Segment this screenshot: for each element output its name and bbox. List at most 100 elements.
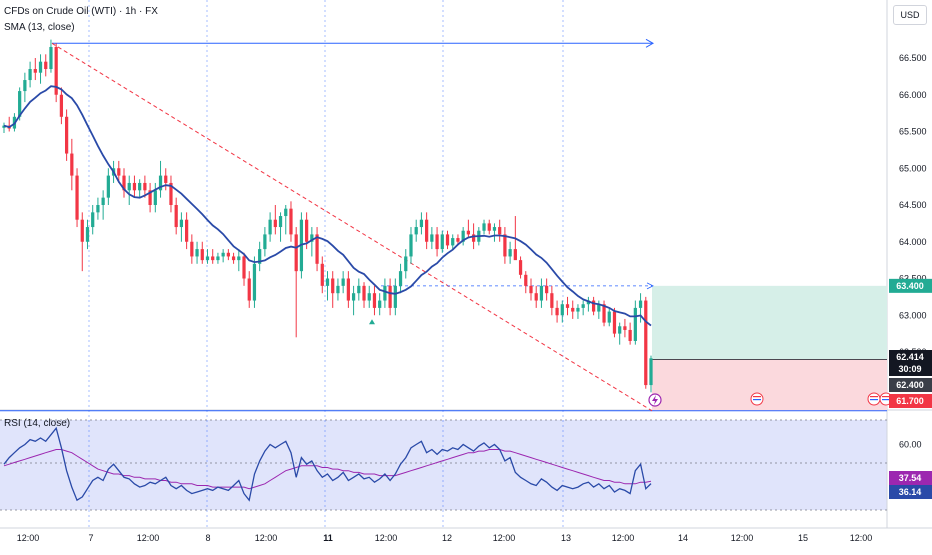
candle-body [143,182,147,191]
candle-body [372,293,377,308]
candle-body [221,252,225,257]
rsi-band [0,420,887,510]
candle-body [242,256,246,279]
candle-body [179,219,184,228]
candle-body [268,219,272,235]
candle-body [305,219,309,242]
candle-body [586,300,591,305]
x-tick-label: 7 [88,533,93,543]
sma-legend[interactable]: SMA (13, close) [4,22,75,33]
y-tick-label: 64.500 [899,200,927,210]
candle-body [466,230,470,235]
candle-body [404,256,408,272]
x-tick-label: 8 [205,533,210,543]
candle-body [153,190,157,205]
candle-body [508,249,512,257]
target-price-label: 63.400 [896,281,924,291]
candle-body [451,238,455,246]
candle-body [383,285,387,301]
candle-body [419,219,424,228]
candle-body [38,61,43,73]
last-price-label: 62.414 [896,352,924,362]
y-tick-label: 65.000 [899,163,927,173]
us-flag-stripe-icon [882,396,890,398]
candle-body [555,307,559,316]
candle-body [435,234,439,250]
candle-body [591,300,596,312]
candle-body [44,61,48,70]
candle-body [237,256,241,261]
candle-body [518,260,523,275]
currency-button[interactable]: USD [893,5,927,25]
candle-body [85,227,90,242]
rsi-y-tick-label: 60.00 [899,440,922,450]
candle-body [106,175,110,198]
candle-body [23,80,27,92]
candle-body [550,293,554,308]
candle-body [278,216,283,228]
x-tick-label: 12:00 [493,533,516,543]
candle-body [357,285,361,294]
candle-body [294,234,298,272]
candle-body [320,263,324,286]
last-price-label-bg [889,350,932,364]
candle-body [122,175,126,191]
candle-body [503,234,507,257]
y-tick-label: 63.000 [899,310,927,320]
trendline [51,42,653,412]
x-tick-label: 12:00 [612,533,635,543]
candle-body [461,230,465,242]
us-flag-stripe-icon [870,396,878,398]
us-flag-stripe-icon [870,399,878,401]
candle-body [310,234,314,242]
candle-body [28,69,32,81]
y-tick-label: 63.500 [899,274,927,284]
candle-body [315,234,319,264]
candle-body [158,175,163,191]
x-tick-label: 12:00 [17,533,40,543]
candle-body [456,238,460,242]
rsi-ma-value-label: 37.54 [899,473,922,483]
candle-body [571,307,575,312]
candle-body [91,212,95,228]
candle-body [80,219,84,242]
candle-body [341,278,345,286]
y-tick-label: 64.000 [899,237,927,247]
candle-body [471,234,476,242]
candle-body [487,223,491,231]
candle-body [132,182,137,191]
candle-body [576,307,580,312]
candle-body [565,304,570,308]
candle-body [545,285,549,294]
candle-body [633,307,637,341]
candle-body [492,227,497,231]
candle-body [138,182,142,191]
candle-body [430,234,434,242]
candle-body [190,241,194,257]
x-tick-label: 12:00 [137,533,160,543]
candle-body [597,304,601,312]
candle-body [211,256,215,261]
x-tick-label: 12:00 [255,533,278,543]
rsi-legend[interactable]: RSI (14, close) [4,418,71,429]
symbol-title[interactable]: CFDs on Crude Oil (WTI) · 1h · FX [4,6,158,17]
candle-body [148,190,152,205]
candle-body [2,125,6,128]
candle-body [644,300,648,386]
candle-body [96,205,100,213]
x-tick-label: 12:00 [731,533,754,543]
lightning-bolt-icon [652,395,658,405]
profit-zone [652,285,887,360]
candle-body [252,263,257,301]
y-tick-label: 65.500 [899,127,927,137]
candle-body [54,46,58,95]
candle-body [529,285,533,294]
x-tick-label: 11 [323,533,333,543]
candle-body [440,234,444,250]
candle-body [289,208,293,235]
candle-body [325,278,330,286]
candle-body [117,168,121,176]
sma-line [3,85,652,327]
